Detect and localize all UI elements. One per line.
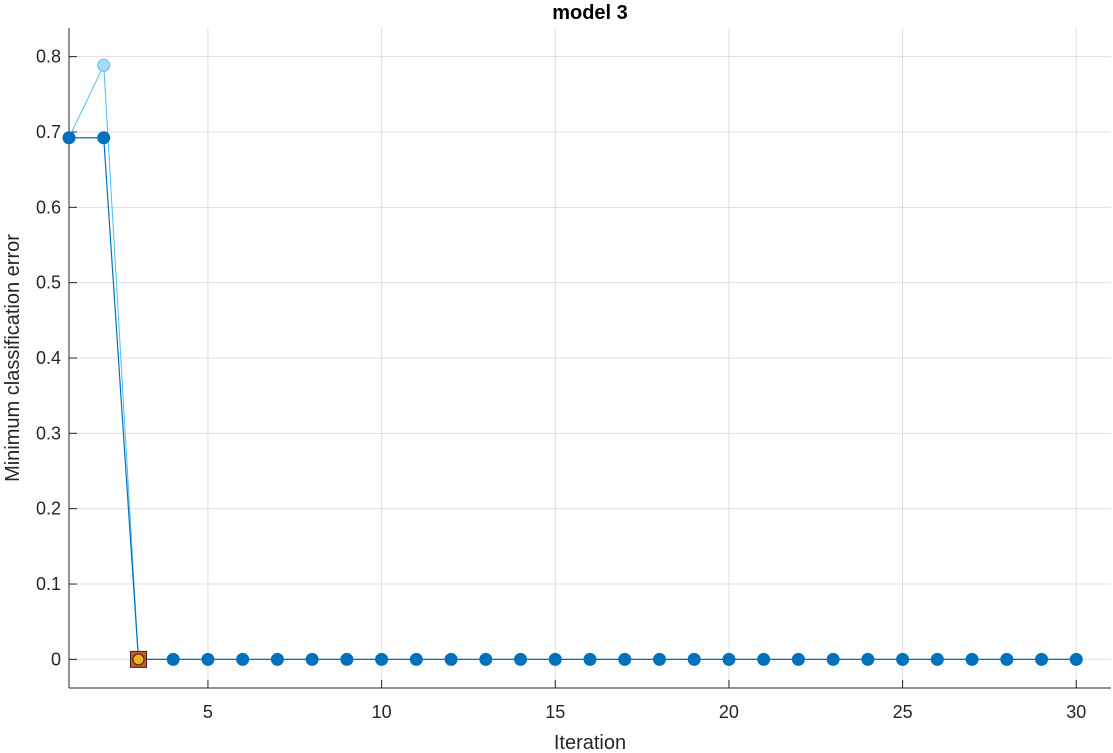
data-point-observed: [1069, 652, 1083, 666]
data-point-observed: [930, 652, 944, 666]
data-point-observed: [687, 652, 701, 666]
x-tick-label: 15: [545, 702, 565, 722]
x-tick-label: 5: [203, 702, 213, 722]
data-point-observed: [548, 652, 562, 666]
data-point-observed: [340, 652, 354, 666]
data-point-observed: [1035, 652, 1049, 666]
y-tick-label: 0.6: [36, 197, 61, 217]
y-tick-label: 0.8: [36, 47, 61, 67]
y-tick-label: 0: [51, 649, 61, 669]
best-point-circle: [132, 653, 145, 666]
chart-title: model 3: [552, 2, 628, 24]
data-point-observed: [965, 652, 979, 666]
data-point-observed: [62, 131, 76, 145]
y-axis-label: Minimum classification error: [2, 234, 24, 482]
data-point-observed: [409, 652, 423, 666]
data-point-observed: [826, 652, 840, 666]
y-tick-label: 0.3: [36, 423, 61, 443]
data-point-observed: [444, 652, 458, 666]
data-point-observed: [757, 652, 771, 666]
data-point-observed: [201, 652, 215, 666]
data-point-observed: [479, 652, 493, 666]
data-point-observed: [166, 652, 180, 666]
y-tick-label: 0.4: [36, 348, 61, 368]
data-point-observed: [896, 652, 910, 666]
series-layer: [62, 58, 1083, 668]
x-axis-label: Iteration: [554, 732, 626, 753]
data-point-estimated: [97, 58, 111, 72]
data-point-observed: [791, 652, 805, 666]
data-point-observed: [514, 652, 528, 666]
x-tick-label: 30: [1066, 702, 1086, 722]
data-point-observed: [236, 652, 250, 666]
data-point-observed: [861, 652, 875, 666]
y-tick-label: 0.2: [36, 499, 61, 519]
data-point-observed: [618, 652, 632, 666]
grid: [69, 28, 1111, 688]
data-point-observed: [305, 652, 319, 666]
data-point-observed: [722, 652, 736, 666]
data-point-observed: [97, 131, 111, 145]
y-tick-label: 0.1: [36, 574, 61, 594]
tick-labels: 5 10 15 20 25 30 0 0.1 0.2 0.3 0.4 0.5 0.6 0.7 0.8: [36, 47, 1086, 722]
y-tick-label: 0.7: [36, 122, 61, 142]
data-point-observed: [652, 652, 666, 666]
y-tick-label: 0.5: [36, 273, 61, 293]
data-point-observed: [375, 652, 389, 666]
x-tick-label: 25: [893, 702, 913, 722]
x-tick-label: 10: [372, 702, 392, 722]
data-point-observed: [270, 652, 284, 666]
x-tick-label: 20: [719, 702, 739, 722]
data-point-observed: [1000, 652, 1014, 666]
data-point-observed: [583, 652, 597, 666]
